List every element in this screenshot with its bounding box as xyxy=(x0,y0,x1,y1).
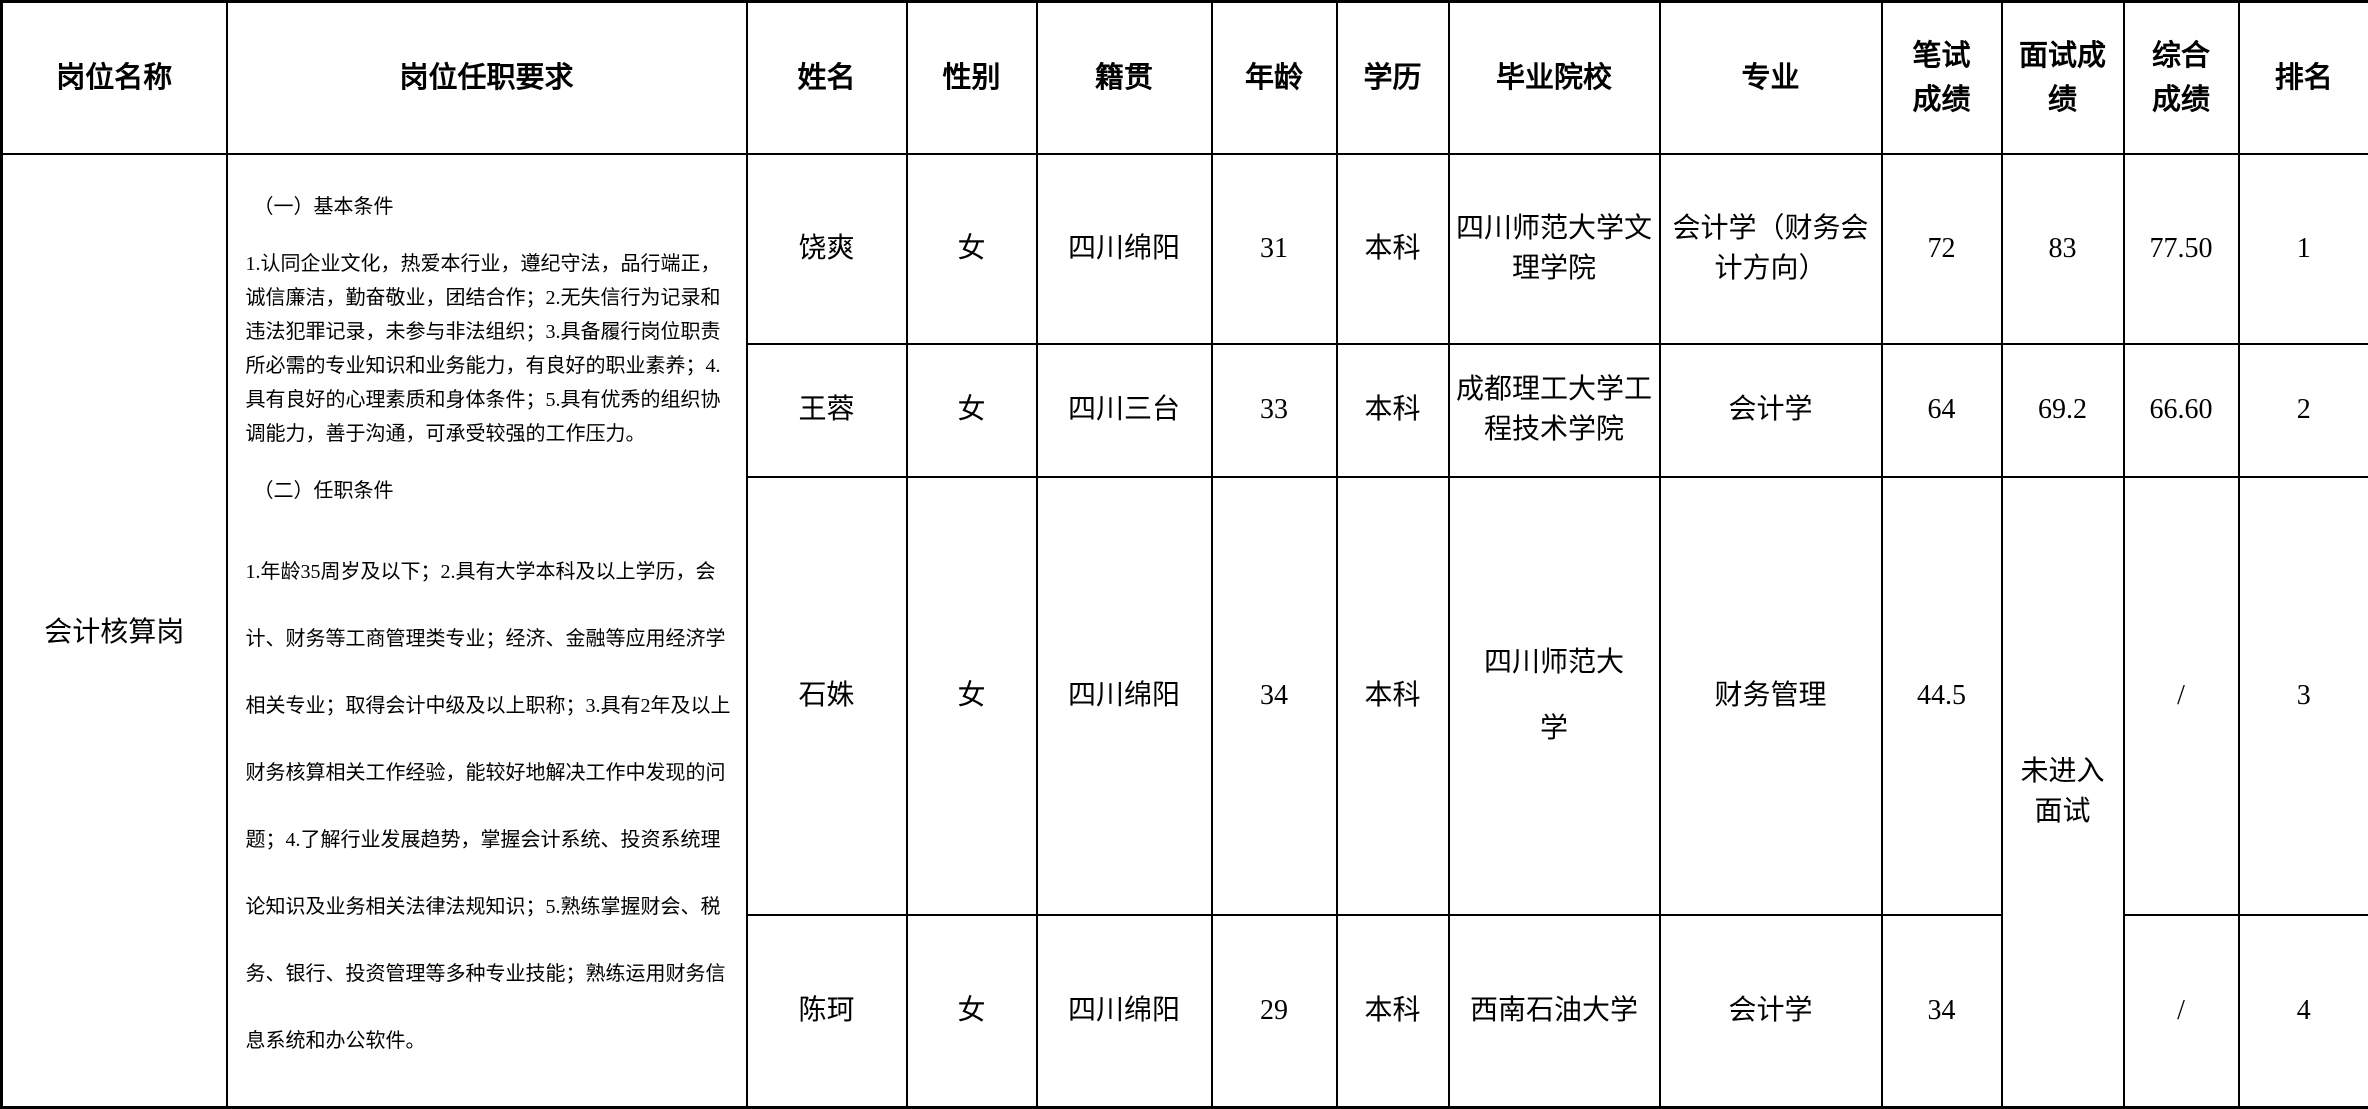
header-rank: 排名 xyxy=(2239,2,2368,154)
cell-rank: 1 xyxy=(2239,154,2368,344)
cell-gender: 女 xyxy=(907,477,1037,916)
cell-school: 西南石油大学 xyxy=(1449,915,1660,1107)
cell-major: 会计学 xyxy=(1660,915,1882,1107)
cell-written-score: 64 xyxy=(1882,344,2002,477)
header-school: 毕业院校 xyxy=(1449,2,1660,154)
header-gender: 性别 xyxy=(907,2,1037,154)
position-name-cell: 会计核算岗 xyxy=(2,154,227,1108)
cell-education: 本科 xyxy=(1337,477,1449,916)
requirements-part1-title: （一）基本条件 xyxy=(246,190,732,224)
cell-hometown: 四川绵阳 xyxy=(1037,915,1212,1107)
cell-comprehensive-score: 66.60 xyxy=(2124,344,2239,477)
header-comprehensive-score: 综合 成绩 xyxy=(2124,2,2239,154)
cell-hometown: 四川绵阳 xyxy=(1037,154,1212,344)
cell-interview-score: 83 xyxy=(2002,154,2124,344)
header-major: 专业 xyxy=(1660,2,1882,154)
requirements-part1-body: 1.认同企业文化，热爱本行业，遵纪守法，品行端正，诚信廉洁，勤奋敬业，团结合作；… xyxy=(246,247,732,451)
header-row: 岗位名称 岗位任职要求 姓名 性别 籍贯 年龄 学历 毕业院校 专业 笔试 成绩… xyxy=(2,2,2368,154)
header-hometown: 籍贯 xyxy=(1037,2,1212,154)
requirements-cell: （一）基本条件 1.认同企业文化，热爱本行业，遵纪守法，品行端正，诚信廉洁，勤奋… xyxy=(227,154,747,1108)
cell-name: 饶爽 xyxy=(747,154,907,344)
cell-age: 34 xyxy=(1212,477,1337,916)
cell-written-score: 34 xyxy=(1882,915,2002,1107)
cell-interview-note: 未进入 面试 xyxy=(2002,477,2124,1108)
cell-name: 石姝 xyxy=(747,477,907,916)
cell-rank: 3 xyxy=(2239,477,2368,916)
cell-education: 本科 xyxy=(1337,154,1449,344)
cell-school: 四川师范大学文理学院 xyxy=(1449,154,1660,344)
cell-written-score: 72 xyxy=(1882,154,2002,344)
header-position: 岗位名称 xyxy=(2,2,227,154)
cell-education: 本科 xyxy=(1337,915,1449,1107)
cell-education: 本科 xyxy=(1337,344,1449,477)
cell-age: 29 xyxy=(1212,915,1337,1107)
header-interview-score: 面试成 绩 xyxy=(2002,2,2124,154)
cell-age: 31 xyxy=(1212,154,1337,344)
cell-gender: 女 xyxy=(907,915,1037,1107)
cell-gender: 女 xyxy=(907,154,1037,344)
header-requirements: 岗位任职要求 xyxy=(227,2,747,154)
requirements-part2-body: 1.年龄35周岁及以下；2.具有大学本科及以上学历，会计、财务等工商管理类专业；… xyxy=(246,539,732,1075)
cell-school: 四川师范大 学 xyxy=(1449,477,1660,916)
cell-rank: 4 xyxy=(2239,915,2368,1107)
cell-hometown: 四川绵阳 xyxy=(1037,477,1212,916)
cell-hometown: 四川三台 xyxy=(1037,344,1212,477)
cell-written-score: 44.5 xyxy=(1882,477,2002,916)
header-name: 姓名 xyxy=(747,2,907,154)
header-education: 学历 xyxy=(1337,2,1449,154)
requirements-part2-title: （二）任职条件 xyxy=(246,474,732,508)
cell-name: 王蓉 xyxy=(747,344,907,477)
cell-age: 33 xyxy=(1212,344,1337,477)
cell-name: 陈珂 xyxy=(747,915,907,1107)
header-written-score: 笔试 成绩 xyxy=(1882,2,2002,154)
cell-gender: 女 xyxy=(907,344,1037,477)
cell-rank: 2 xyxy=(2239,344,2368,477)
cell-major: 会计学 xyxy=(1660,344,1882,477)
cell-interview-score: 69.2 xyxy=(2002,344,2124,477)
table-row-1: 会计核算岗 （一）基本条件 1.认同企业文化，热爱本行业，遵纪守法，品行端正，诚… xyxy=(2,154,2368,344)
cell-comprehensive-score: / xyxy=(2124,915,2239,1107)
cell-major: 会计学（财务会计方向） xyxy=(1660,154,1882,344)
cell-major: 财务管理 xyxy=(1660,477,1882,916)
cell-school: 成都理工大学工程技术学院 xyxy=(1449,344,1660,477)
header-age: 年龄 xyxy=(1212,2,1337,154)
cell-comprehensive-score: / xyxy=(2124,477,2239,916)
cell-comprehensive-score: 77.50 xyxy=(2124,154,2239,344)
